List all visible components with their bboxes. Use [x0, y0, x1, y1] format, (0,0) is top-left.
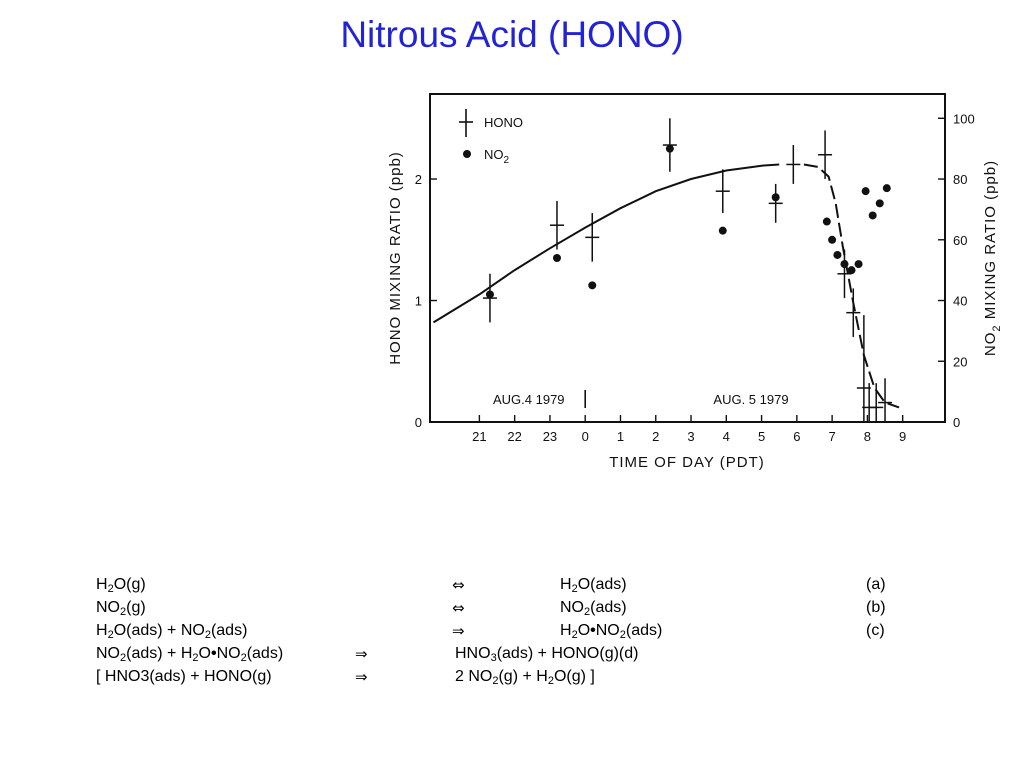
y-right-tick-label: 20 [953, 354, 967, 369]
equation-rhs: HNO3(ads) + HONO(g)(d) [455, 645, 639, 664]
x-tick-label: 22 [507, 429, 521, 444]
y-axis-label-right: NO2 MIXING RATIO (ppb) [982, 160, 1003, 356]
subscript: 2 [120, 652, 127, 664]
equation-lhs: H2O(g) [96, 576, 146, 595]
equation-rhs: H2O(ads) [560, 576, 627, 595]
equation-rhs: 2 NO2(g) + H2O(g) ] [455, 668, 595, 687]
equation-arrow: ⇒ [452, 622, 465, 640]
equation-rhs: NO2(ads) [560, 599, 627, 618]
subscript: 2 [120, 606, 127, 618]
subscript: 2 [584, 606, 591, 618]
no2-point [875, 199, 884, 208]
subscript: 2 [571, 629, 578, 641]
date-label-aug5: AUG. 5 1979 [713, 392, 788, 407]
x-tick-label: 9 [899, 429, 906, 444]
equation-lhs: H2O(ads) + NO2(ads) [96, 622, 248, 641]
no2-point [847, 266, 856, 275]
subscript: 2 [571, 583, 578, 595]
legend-no2-marker [463, 150, 471, 158]
subscript: 2 [192, 652, 199, 664]
no2-point [588, 281, 597, 290]
y-right-tick-label: 0 [953, 415, 960, 430]
subscript: 2 [107, 583, 114, 595]
equation-arrow: ⇔ [452, 576, 465, 594]
x-tick-label: 4 [723, 429, 730, 444]
no2-point [861, 187, 870, 196]
y-right-tick-label: 60 [953, 233, 967, 248]
x-tick-label: 3 [687, 429, 694, 444]
date-label-aug4: AUG.4 1979 [493, 392, 565, 407]
equation-arrow: ⇔ [452, 599, 465, 617]
slide-title: Nitrous Acid (HONO) [340, 14, 684, 55]
no2-point [718, 226, 727, 235]
x-tick-label: 21 [472, 429, 486, 444]
y-left-tick-label: 0 [415, 415, 422, 430]
no2-point [833, 250, 842, 259]
y-left-tick-label: 1 [415, 294, 422, 309]
legend-hono-label: HONO [484, 115, 523, 130]
subscript: 3 [490, 652, 497, 664]
subscript: 2 [107, 629, 114, 641]
no2-point [828, 235, 837, 244]
equation-arrow: ⇒ [355, 645, 368, 663]
fit-curve-dashed [803, 163, 900, 409]
x-tick-label: 6 [793, 429, 800, 444]
y-left-tick-label: 2 [415, 172, 422, 187]
equation-tag: (c) [866, 622, 885, 639]
subscript: 2 [619, 629, 626, 641]
subscript: 2 [492, 675, 499, 687]
y-right-tick-label: 40 [953, 294, 967, 309]
fit-curve-solid [432, 163, 780, 324]
no2-point [771, 193, 780, 202]
no2-point [485, 290, 494, 299]
x-tick-label: 5 [758, 429, 765, 444]
legend-no2-label: NO2 [484, 147, 510, 166]
no2-point [882, 184, 891, 193]
subscript: 2 [547, 675, 554, 687]
dot-bond: • [590, 622, 596, 639]
no2-point [552, 254, 561, 262]
equation-lhs: NO2(ads) + H2O•NO2(ads) [96, 645, 284, 664]
x-tick-label: 8 [864, 429, 871, 444]
x-tick-label: 7 [829, 429, 836, 444]
dot-bond: • [210, 645, 217, 662]
x-tick-label: 1 [617, 429, 624, 444]
equation-lhs: [ HNO3(ads) + HONO(g) [96, 668, 272, 685]
y-right-tick-label: 80 [953, 172, 967, 187]
no2-point [854, 260, 863, 269]
equation-tag: (b) [866, 599, 886, 616]
equation-arrow: ⇒ [355, 668, 368, 686]
plot-frame [429, 93, 946, 423]
x-tick-label: 0 [582, 429, 589, 444]
x-axis-label: TIME OF DAY (PDT) [609, 454, 765, 471]
subscript: 2 [204, 629, 211, 641]
y-axis-label-left: HONO MIXING RATIO (ppb) [387, 151, 404, 365]
no2-point [868, 211, 877, 220]
x-tick-label: 23 [543, 429, 557, 444]
no2-point [665, 144, 674, 153]
y-right-tick-label: 100 [953, 111, 975, 126]
equation-lhs: NO2(g) [96, 599, 146, 618]
no2-point [840, 260, 849, 269]
subscript: 2 [240, 652, 247, 664]
equation-rhs: H2O•NO2(ads) [560, 622, 663, 641]
equation-tag: (a) [866, 576, 886, 593]
no2-point [822, 217, 831, 226]
x-tick-label: 2 [652, 429, 659, 444]
